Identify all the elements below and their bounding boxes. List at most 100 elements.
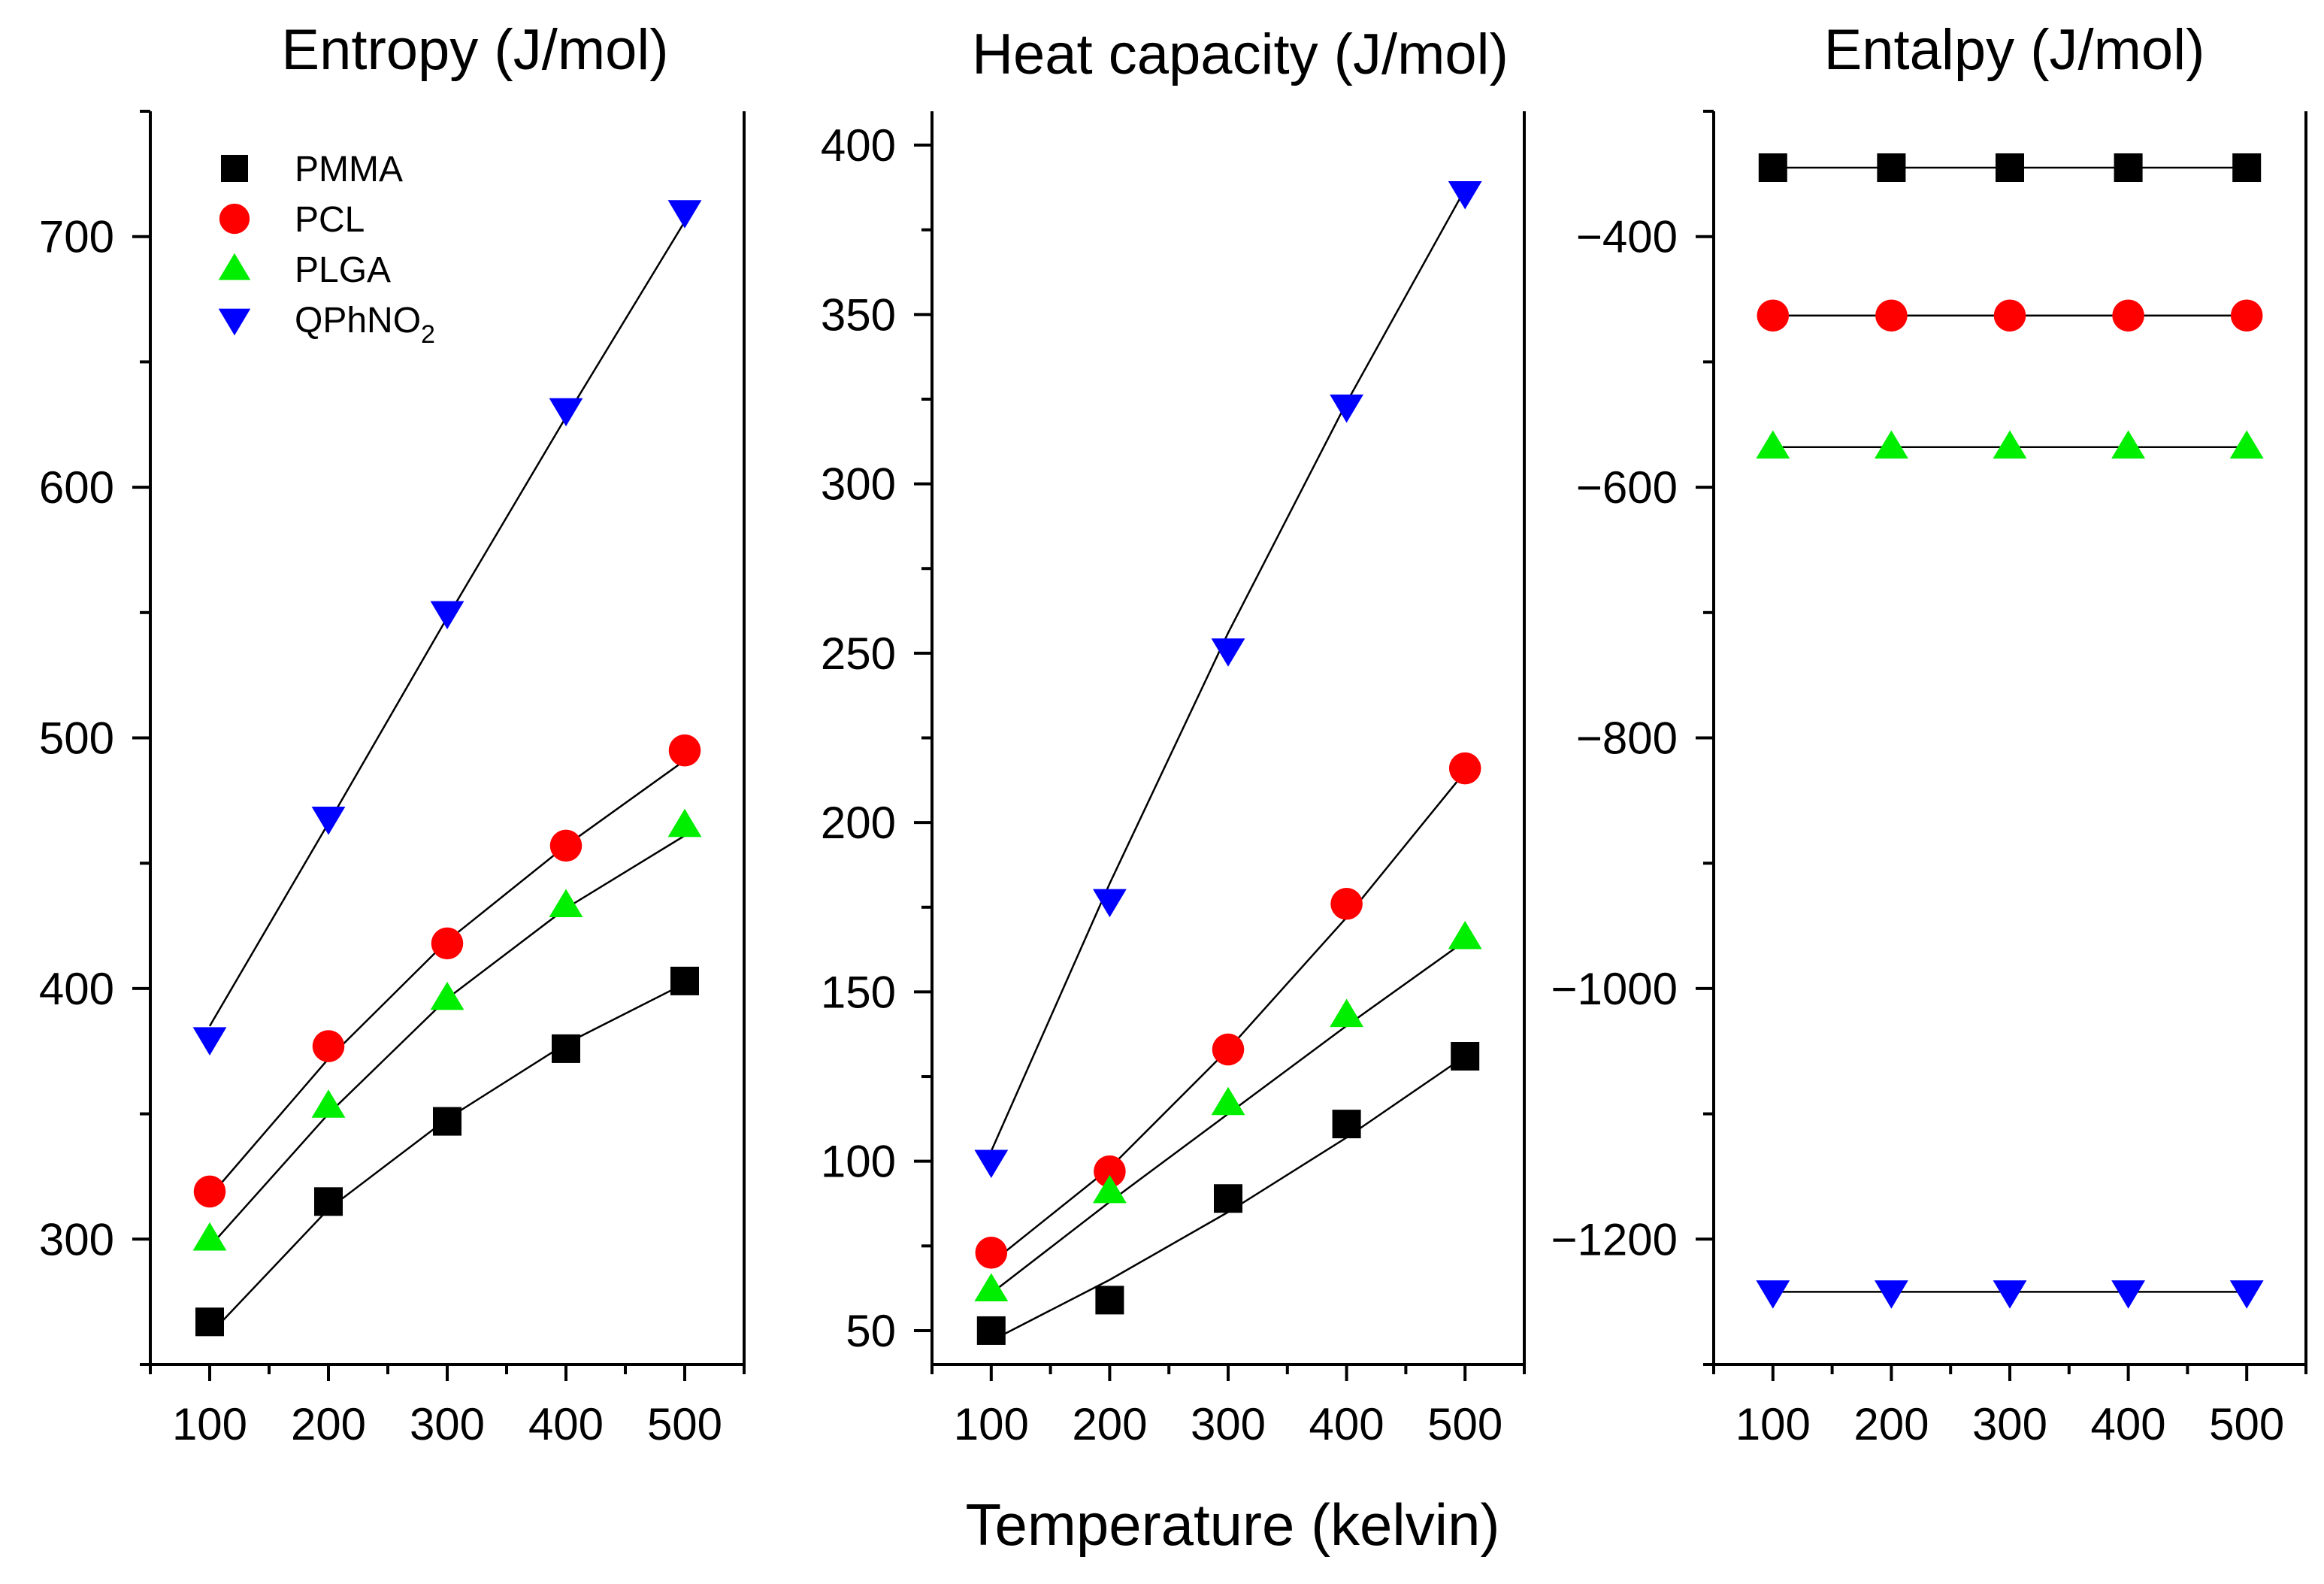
- enthalpy-axes-frame: [1712, 111, 2307, 1366]
- enthalpy-pcl-point: [2230, 299, 2263, 332]
- enthalpy-y-tick-label: −800: [1576, 713, 1678, 764]
- heat-capacity-qphno2-point: [1448, 180, 1482, 210]
- enthalpy-x-tick-label: 400: [2091, 1399, 2166, 1449]
- legend-qphno2-marker: [218, 308, 251, 336]
- heat-capacity-pcl-point: [1448, 752, 1481, 785]
- enthalpy-qphno2-point: [1756, 1280, 1790, 1309]
- enthalpy-x-tick-label: 500: [2209, 1399, 2284, 1449]
- enthalpy-pcl-point: [1875, 299, 1908, 332]
- entropy-plga-point: [430, 981, 464, 1010]
- heat-capacity-plga-point: [1211, 1086, 1245, 1116]
- heat-capacity-qphno2-point: [974, 1149, 1009, 1179]
- entropy-plga-point: [311, 1089, 346, 1118]
- legend-pcl-label: PCL: [295, 200, 365, 240]
- enthalpy-pcl-point: [1993, 299, 2026, 332]
- heat-capacity-pmma-point: [976, 1316, 1006, 1345]
- heat-capacity-y-tick-label: 100: [821, 1137, 896, 1187]
- entropy-x-tick-label: 200: [291, 1399, 366, 1449]
- entropy-pmma-point: [670, 966, 699, 995]
- entropy-qphno2-point: [311, 807, 346, 835]
- heat-capacity-panel: Heat capacity (J/mol) 100 200 300 400 500 50 1…: [821, 23, 1526, 1449]
- entropy-y-tick-label: 500: [39, 713, 114, 764]
- entropy-qphno2-point: [192, 1027, 227, 1055]
- legend-plga-marker: [218, 253, 251, 280]
- entropy-plga-fit-line: [209, 834, 685, 1248]
- entropy-x-tick-label: 100: [172, 1399, 247, 1449]
- enthalpy-pmma-point: [2114, 153, 2143, 183]
- heat-capacity-y-tick-label: 250: [821, 628, 896, 679]
- enthalpy-x-tick-label: 300: [1972, 1399, 2047, 1449]
- enthalpy-pcl-point: [2112, 299, 2144, 332]
- heat-capacity-qphno2-point: [1092, 889, 1127, 918]
- entropy-pcl-point: [549, 829, 583, 862]
- entropy-panel: Entropy (J/mol) 100 200 300 400 500 300 400 500…: [39, 18, 746, 1449]
- enthalpy-qphno2-point: [2229, 1280, 2264, 1309]
- legend-pcl-marker: [219, 203, 250, 235]
- entropy-pmma-point: [552, 1034, 580, 1063]
- heat-capacity-pmma-point: [1451, 1042, 1480, 1071]
- legend-pmma-label: PMMA: [295, 150, 403, 189]
- entropy-pmma-fit-line: [209, 983, 685, 1335]
- entropy-x-tick-label: 400: [528, 1399, 604, 1449]
- entropy-plga-point: [667, 808, 702, 837]
- entropy-pcl-point: [431, 927, 464, 960]
- legend-plga-label: PLGA: [295, 250, 391, 290]
- enthalpy-pmma-point: [1877, 153, 1906, 183]
- entropy-pmma-point: [314, 1187, 343, 1216]
- entropy-qphno2-point: [667, 200, 702, 229]
- heat-capacity-qphno2-point: [1330, 394, 1364, 423]
- heat-capacity-plga-point: [1092, 1174, 1127, 1204]
- enthalpy-plga-point: [1874, 430, 1908, 459]
- heat-capacity-plga-point: [974, 1273, 1009, 1302]
- heat-capacity-axes-frame: [931, 111, 1526, 1366]
- enthalpy-y-tick-label: −1200: [1551, 1214, 1678, 1264]
- heat-capacity-y-tick-label: 400: [821, 120, 896, 171]
- enthalpy-pmma-point: [2232, 153, 2262, 183]
- enthalpy-qphno2-point: [1993, 1280, 2027, 1309]
- enthalpy-plga-point: [1993, 430, 2027, 459]
- heat-capacity-x-tick-label: 400: [1309, 1399, 1384, 1449]
- entropy-x-tick-label: 300: [410, 1399, 485, 1449]
- legend: PMMA PCL PLGA QPhNO2: [218, 150, 435, 349]
- heat-capacity-pcl-point: [1330, 887, 1363, 920]
- enthalpy-pmma-point: [1758, 153, 1787, 183]
- heat-capacity-pmma-point: [1214, 1184, 1242, 1213]
- enthalpy-y-tick-label: −600: [1576, 462, 1678, 513]
- heat-capacity-x-tick-label: 300: [1191, 1399, 1266, 1449]
- heat-capacity-plga-point: [1330, 998, 1364, 1028]
- heat-capacity-x-tick-label: 500: [1427, 1399, 1502, 1449]
- entropy-pcl-point: [668, 734, 701, 767]
- heat-capacity-qphno2-point: [1211, 638, 1245, 667]
- entropy-title: Entropy (J/mol): [281, 18, 668, 82]
- entropy-qphno2-point: [430, 601, 464, 630]
- heat-capacity-y-tick-label: 50: [846, 1306, 896, 1356]
- heat-capacity-pmma-point: [1332, 1110, 1361, 1139]
- entropy-pmma-point: [433, 1107, 461, 1136]
- heat-capacity-x-tick-label: 200: [1072, 1399, 1147, 1449]
- heat-capacity-x-tick-label: 100: [954, 1399, 1029, 1449]
- heat-capacity-plga-point: [1448, 920, 1482, 949]
- enthalpy-plga-point: [1756, 430, 1790, 459]
- enthalpy-qphno2-point: [2111, 1280, 2146, 1309]
- heat-capacity-y-tick-label: 150: [821, 967, 896, 1017]
- heat-capacity-pmma-point: [1095, 1286, 1124, 1315]
- enthalpy-title: Entalpy (J/mol): [1824, 18, 2205, 82]
- x-axis-label: Temperature (kelvin): [966, 1492, 1500, 1558]
- entropy-y-tick-label: 300: [39, 1214, 114, 1264]
- heat-capacity-pcl-point: [1094, 1155, 1126, 1188]
- enthalpy-x-tick-label: 200: [1853, 1399, 1929, 1449]
- heat-capacity-y-tick-label: 300: [821, 459, 896, 510]
- entropy-y-tick-label: 400: [39, 964, 114, 1014]
- legend-pmma-marker: [221, 155, 248, 182]
- enthalpy-pmma-point: [1996, 153, 2024, 183]
- heat-capacity-pcl-point: [975, 1237, 1008, 1269]
- enthalpy-pcl-point: [1757, 299, 1790, 332]
- heat-capacity-qphno2-fit-line: [990, 189, 1466, 1152]
- entropy-y-tick-label: 700: [39, 212, 114, 262]
- heat-capacity-plga-fit-line: [991, 940, 1466, 1295]
- enthalpy-x-tick-label: 100: [1735, 1399, 1811, 1449]
- enthalpy-y-tick-label: −1000: [1551, 964, 1678, 1014]
- entropy-axes-frame: [149, 111, 746, 1366]
- entropy-plga-point: [549, 889, 583, 918]
- heat-capacity-pcl-point: [1212, 1033, 1245, 1066]
